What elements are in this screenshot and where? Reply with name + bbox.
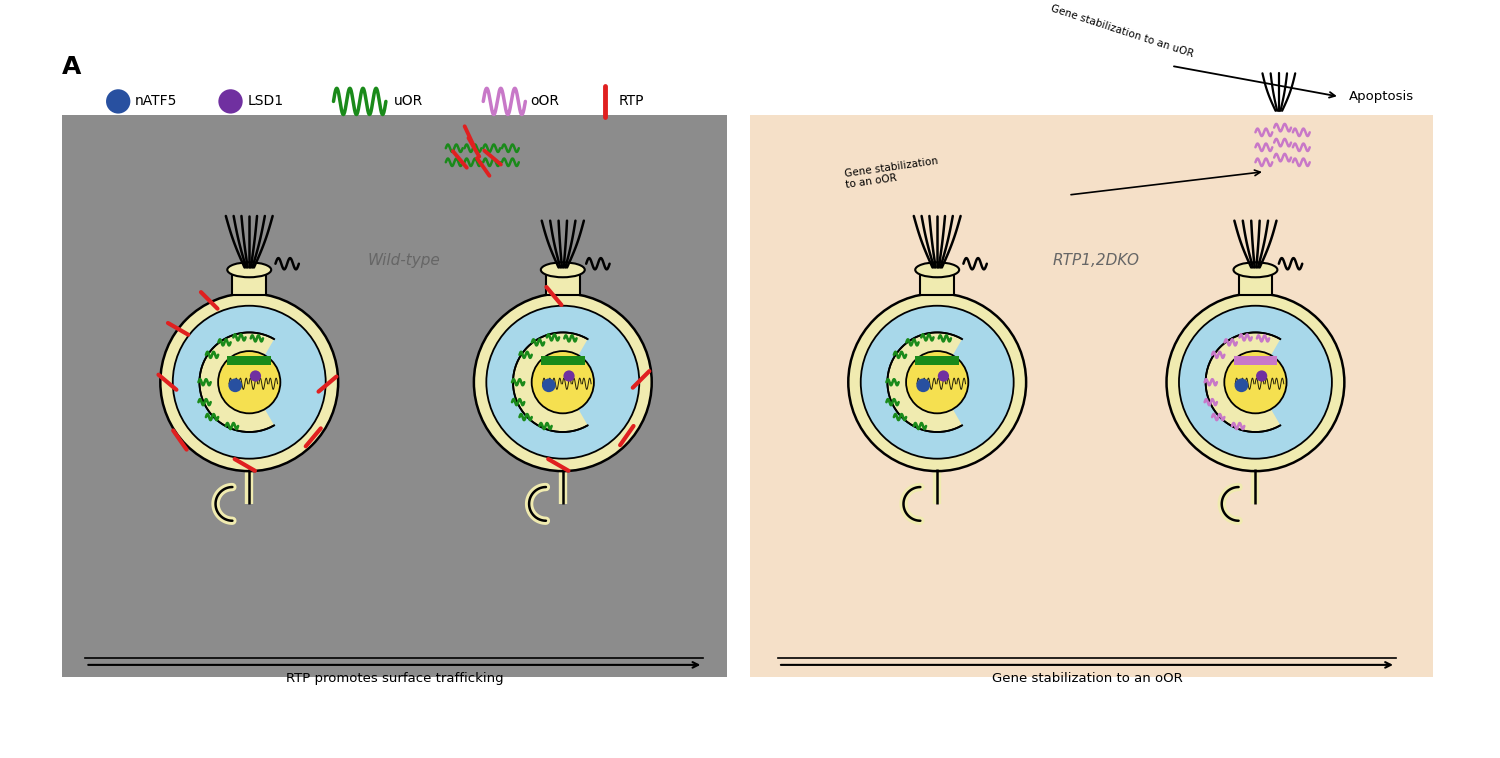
Circle shape: [849, 293, 1026, 471]
Ellipse shape: [542, 262, 585, 277]
Circle shape: [861, 305, 1014, 459]
Circle shape: [217, 351, 280, 413]
Circle shape: [542, 378, 555, 392]
Text: Apoptosis: Apoptosis: [1348, 90, 1414, 103]
Bar: [915, 356, 958, 365]
Ellipse shape: [228, 262, 272, 277]
Circle shape: [219, 89, 243, 114]
Ellipse shape: [1233, 262, 1278, 277]
Polygon shape: [1256, 335, 1310, 429]
Circle shape: [474, 293, 651, 471]
Text: RTP promotes surface trafficking: RTP promotes surface trafficking: [285, 672, 502, 685]
Text: nATF5: nATF5: [135, 95, 177, 108]
Text: Wild-type: Wild-type: [368, 253, 440, 268]
Circle shape: [938, 371, 950, 381]
Circle shape: [160, 293, 338, 471]
Text: RTP: RTP: [620, 95, 645, 108]
Polygon shape: [562, 335, 618, 429]
Text: A: A: [62, 55, 81, 79]
Bar: [62, 115, 726, 677]
Circle shape: [1256, 371, 1268, 381]
Circle shape: [251, 371, 261, 381]
Ellipse shape: [915, 262, 958, 277]
Bar: [542, 356, 585, 365]
Polygon shape: [249, 335, 303, 429]
Text: Gene stabilization to an oOR: Gene stabilization to an oOR: [992, 672, 1182, 685]
Bar: [1239, 270, 1272, 295]
Circle shape: [106, 89, 130, 114]
Bar: [1233, 356, 1276, 365]
Text: Gene stabilization to an uOR: Gene stabilization to an uOR: [1050, 4, 1196, 59]
Polygon shape: [938, 335, 992, 429]
Circle shape: [888, 333, 987, 432]
Circle shape: [1234, 378, 1248, 392]
Circle shape: [1167, 293, 1344, 471]
Bar: [546, 270, 579, 295]
Circle shape: [1206, 333, 1305, 432]
Bar: [750, 115, 1434, 677]
Circle shape: [200, 333, 298, 432]
Text: Gene stabilization
to an oOR: Gene stabilization to an oOR: [843, 156, 940, 190]
Circle shape: [1224, 351, 1287, 413]
Bar: [921, 270, 954, 295]
Circle shape: [486, 305, 639, 459]
Circle shape: [564, 371, 574, 381]
Bar: [228, 356, 272, 365]
Bar: [232, 270, 266, 295]
Circle shape: [228, 378, 242, 392]
Text: uOR: uOR: [394, 95, 423, 108]
Circle shape: [513, 333, 612, 432]
Text: LSD1: LSD1: [248, 95, 284, 108]
Circle shape: [1179, 305, 1332, 459]
Circle shape: [906, 351, 969, 413]
Circle shape: [531, 351, 594, 413]
Text: oOR: oOR: [530, 95, 560, 108]
Circle shape: [172, 305, 326, 459]
Text: RTP1,2DKO: RTP1,2DKO: [1053, 253, 1140, 268]
Circle shape: [916, 378, 930, 392]
